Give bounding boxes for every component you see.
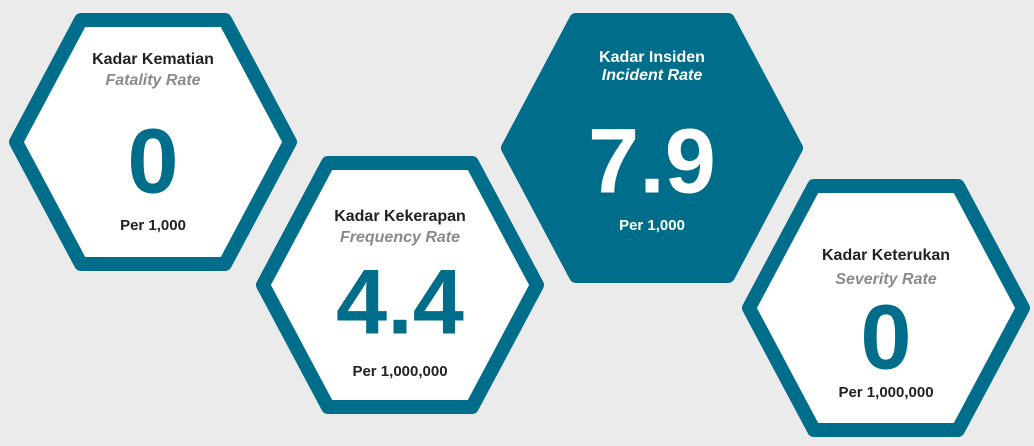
card-unit: Per 1,000,000 (838, 384, 933, 401)
hexagon (9, 13, 297, 271)
card-value: 0 (860, 286, 911, 388)
card-value: 4.4 (336, 251, 464, 353)
card: Kadar Insiden Incident Rate 7.9 Per 1,00… (501, 13, 803, 283)
card-value: 7.9 (588, 110, 716, 212)
card: Kadar Kekerapan Frequency Rate 4.4 Per 1… (256, 156, 544, 414)
card-value: 0 (127, 110, 178, 212)
card-subtitle: Incident Rate (602, 67, 703, 84)
card-subtitle: Severity Rate (835, 271, 936, 288)
hexagon (501, 13, 803, 283)
card-title: Kadar Keterukan (822, 247, 950, 264)
card-unit: Per 1,000 (619, 217, 685, 234)
card-title: Kadar Kematian (92, 51, 214, 68)
card-subtitle: Fatality Rate (105, 72, 200, 89)
hexagon (256, 156, 544, 414)
card-subtitle: Frequency Rate (340, 229, 460, 246)
card-title: Kadar Kekerapan (334, 208, 466, 225)
card: Kadar Keterukan Severity Rate 0 Per 1,00… (742, 179, 1030, 437)
card-unit: Per 1,000,000 (352, 363, 447, 380)
card-title: Kadar Insiden (599, 49, 705, 66)
card-unit: Per 1,000 (120, 217, 186, 234)
hexagon (742, 179, 1030, 437)
card: Kadar Kematian Fatality Rate 0 Per 1,000 (9, 13, 297, 271)
